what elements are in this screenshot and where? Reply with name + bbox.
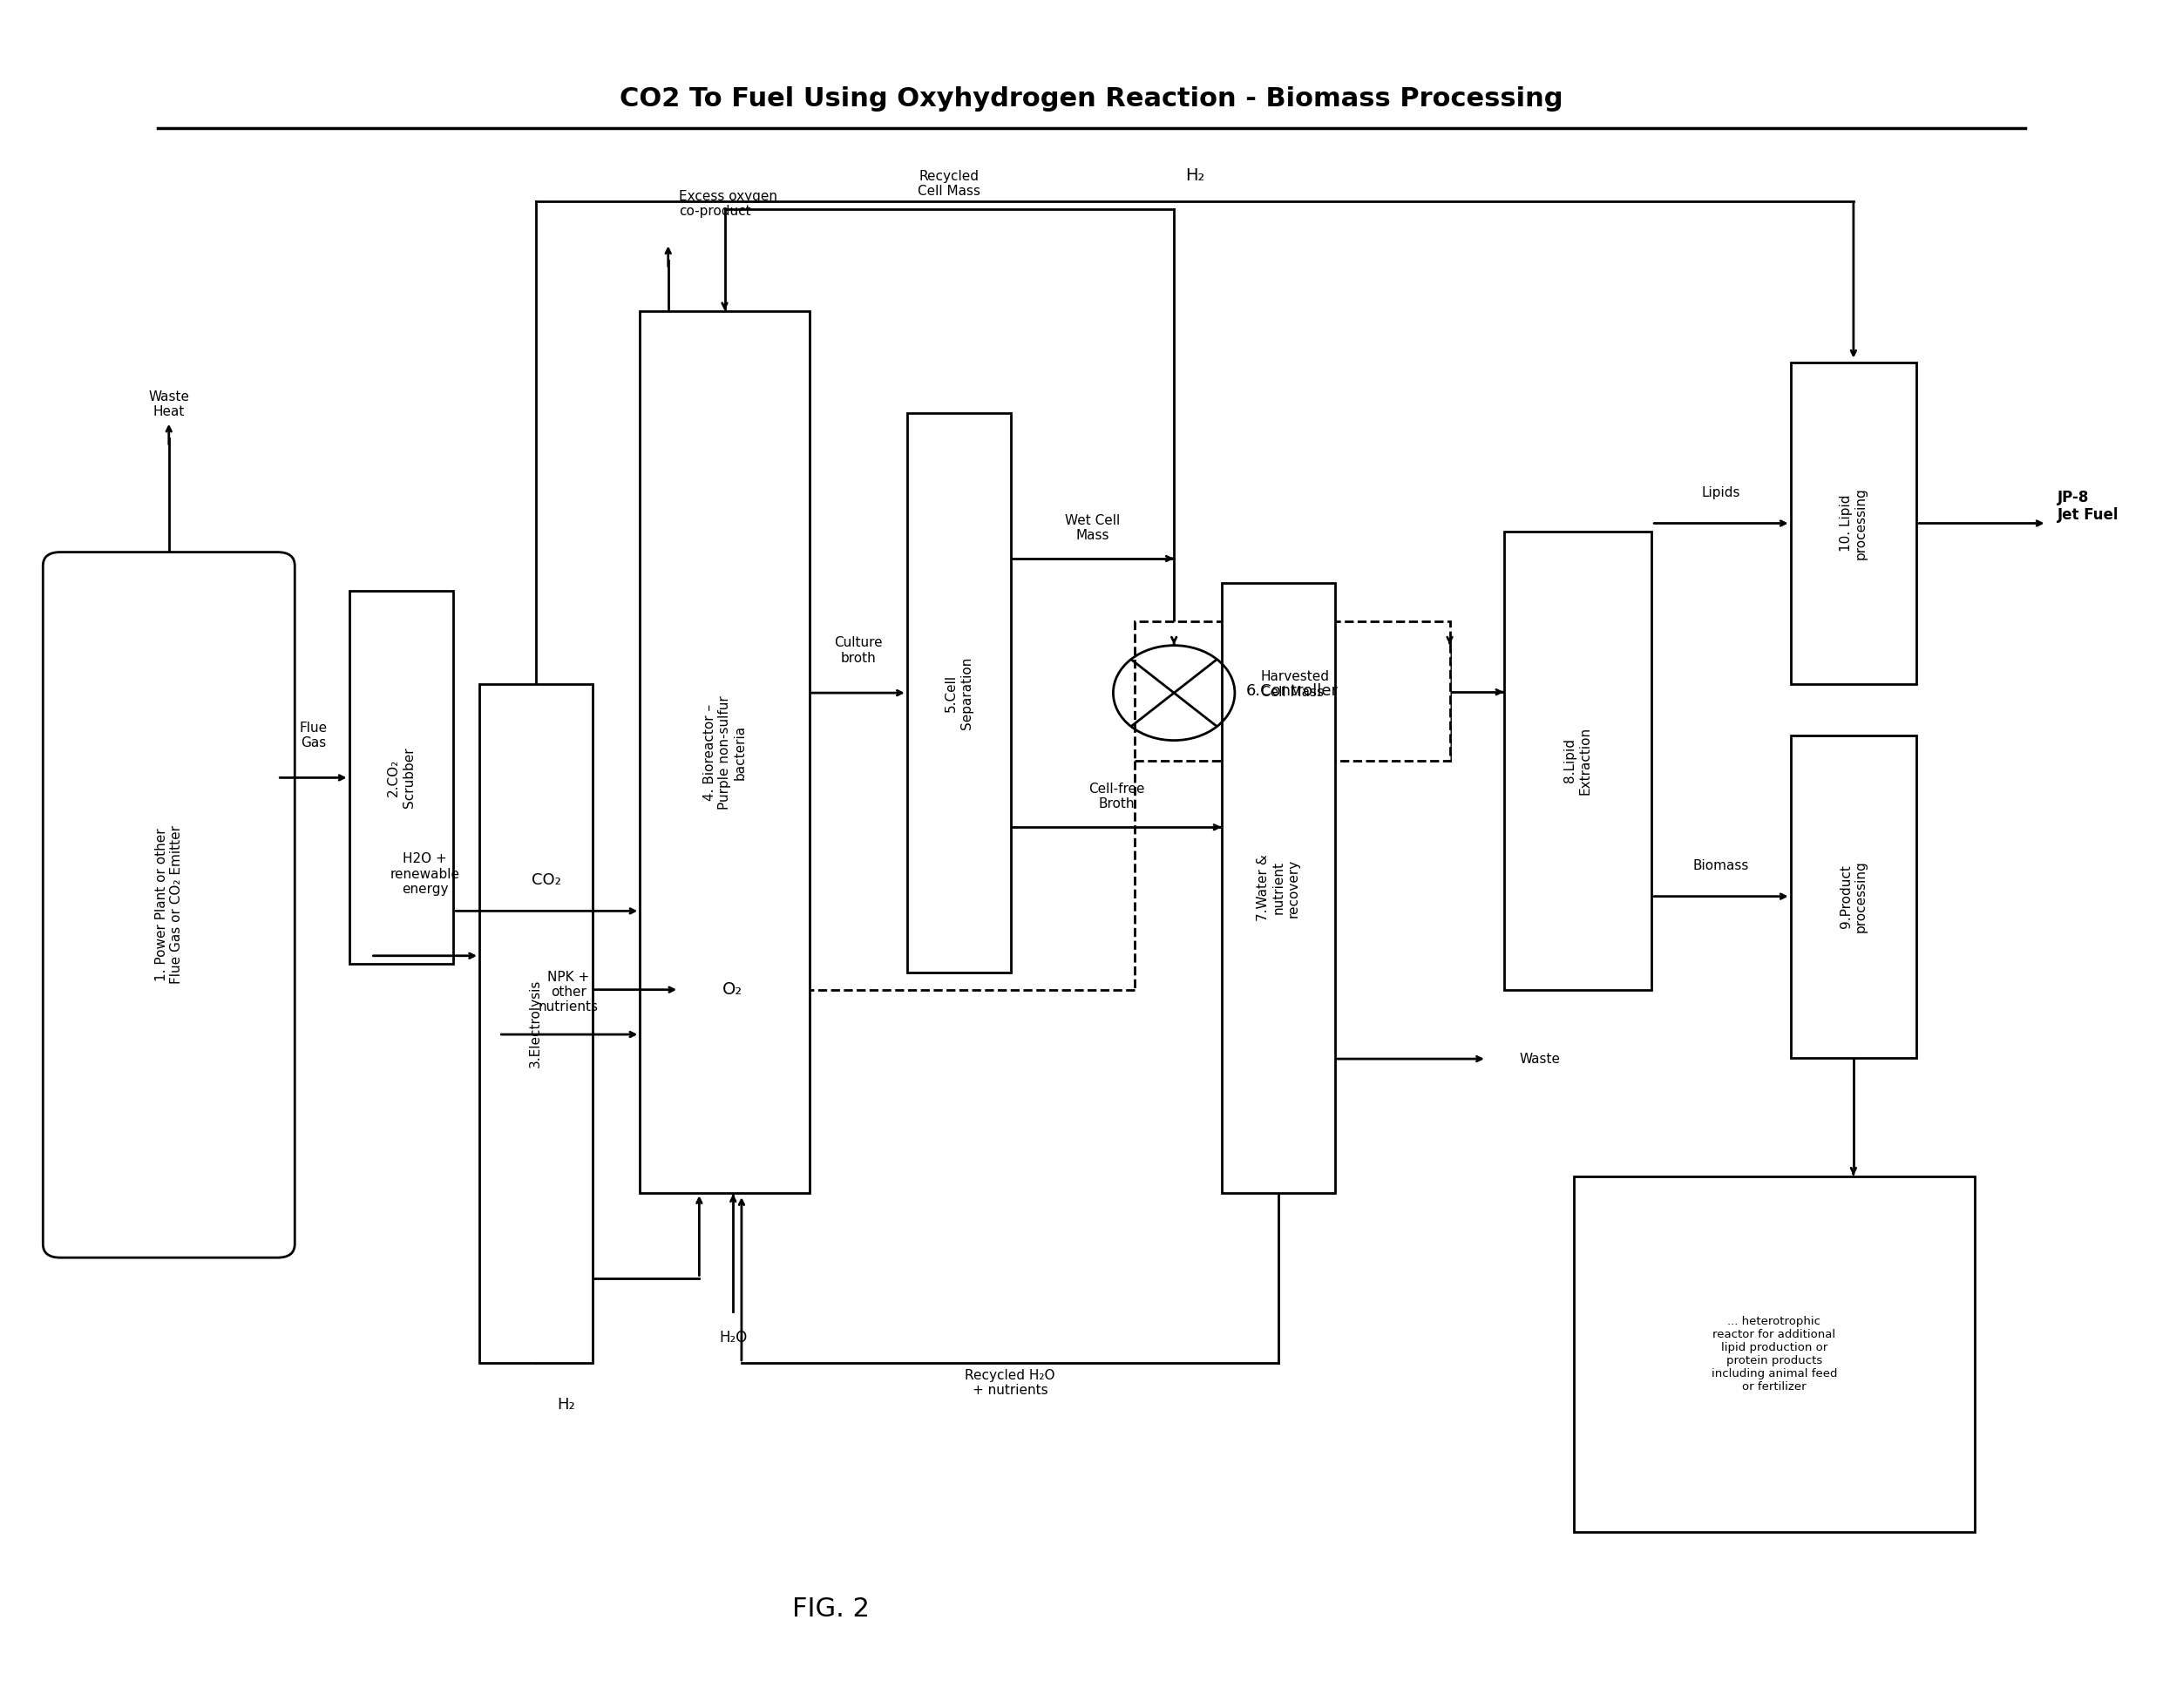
Bar: [1222, 582, 1334, 1194]
Text: JP-8
Jet Fuel: JP-8 Jet Fuel: [2059, 490, 2120, 523]
Text: Culture
broth: Culture broth: [834, 637, 882, 664]
Text: Waste
Heat: Waste Heat: [148, 391, 190, 418]
Text: ... heterotrophic
reactor for additional
lipid production or
protein products
in: ... heterotrophic reactor for additional…: [1711, 1315, 1838, 1392]
Text: 5.Cell
Separation: 5.Cell Separation: [945, 656, 974, 729]
Text: 4. Bioreactor –
Purple non-sulfur
bacteria: 4. Bioreactor – Purple non-sulfur bacter…: [703, 695, 747, 810]
Text: H₂: H₂: [1185, 167, 1205, 184]
Bar: [1504, 531, 1653, 989]
Text: FIG. 2: FIG. 2: [792, 1595, 869, 1621]
Text: H2O +
renewable
energy: H2O + renewable energy: [391, 852, 461, 897]
Bar: [1790, 734, 1917, 1057]
Text: Biomass: Biomass: [1694, 859, 1749, 873]
Text: Flue
Gas: Flue Gas: [299, 721, 327, 750]
FancyBboxPatch shape: [44, 552, 295, 1257]
Bar: [906, 413, 1011, 974]
Text: CO₂: CO₂: [533, 873, 561, 888]
Text: 10. Lipid
processing: 10. Lipid processing: [1840, 487, 1869, 559]
Text: 7.Water &
nutrient
recovery: 7.Water & nutrient recovery: [1257, 854, 1299, 921]
Text: Waste: Waste: [1519, 1052, 1561, 1066]
Text: H₂O: H₂O: [718, 1329, 747, 1346]
Text: NPK +
other
nutrients: NPK + other nutrients: [539, 970, 598, 1015]
Bar: [1574, 1177, 1976, 1532]
Text: Wet Cell
Mass: Wet Cell Mass: [1065, 514, 1120, 541]
Text: CO2 To Fuel Using Oxyhydrogen Reaction - Biomass Processing: CO2 To Fuel Using Oxyhydrogen Reaction -…: [620, 87, 1563, 113]
Bar: [1135, 622, 1450, 760]
Text: Recycled H₂O
+ nutrients: Recycled H₂O + nutrients: [965, 1370, 1054, 1397]
Text: 2.CO₂
Scrubber: 2.CO₂ Scrubber: [386, 748, 415, 808]
Bar: [349, 591, 454, 965]
Bar: [640, 311, 810, 1194]
Text: 9.Product
processing: 9.Product processing: [1840, 861, 1869, 933]
Bar: [1790, 362, 1917, 685]
Text: Cell-free
Broth: Cell-free Broth: [1089, 782, 1144, 811]
Text: 6.Controller: 6.Controller: [1246, 683, 1338, 699]
Text: H₂: H₂: [557, 1397, 576, 1413]
Text: 1. Power Plant or other
Flue Gas or CO₂ Emitter: 1. Power Plant or other Flue Gas or CO₂ …: [155, 825, 183, 984]
Text: Lipids: Lipids: [1703, 487, 1740, 499]
Text: O₂: O₂: [723, 982, 742, 997]
Text: 3.Electrolysis: 3.Electrolysis: [528, 979, 541, 1068]
Text: Excess oxygen
co-product: Excess oxygen co-product: [679, 190, 777, 219]
Bar: [480, 685, 592, 1363]
Text: 8.Lipid
Extraction: 8.Lipid Extraction: [1563, 726, 1591, 794]
Text: Harvested
Cell Mass: Harvested Cell Mass: [1262, 670, 1329, 699]
Text: Recycled
Cell Mass: Recycled Cell Mass: [917, 171, 980, 198]
